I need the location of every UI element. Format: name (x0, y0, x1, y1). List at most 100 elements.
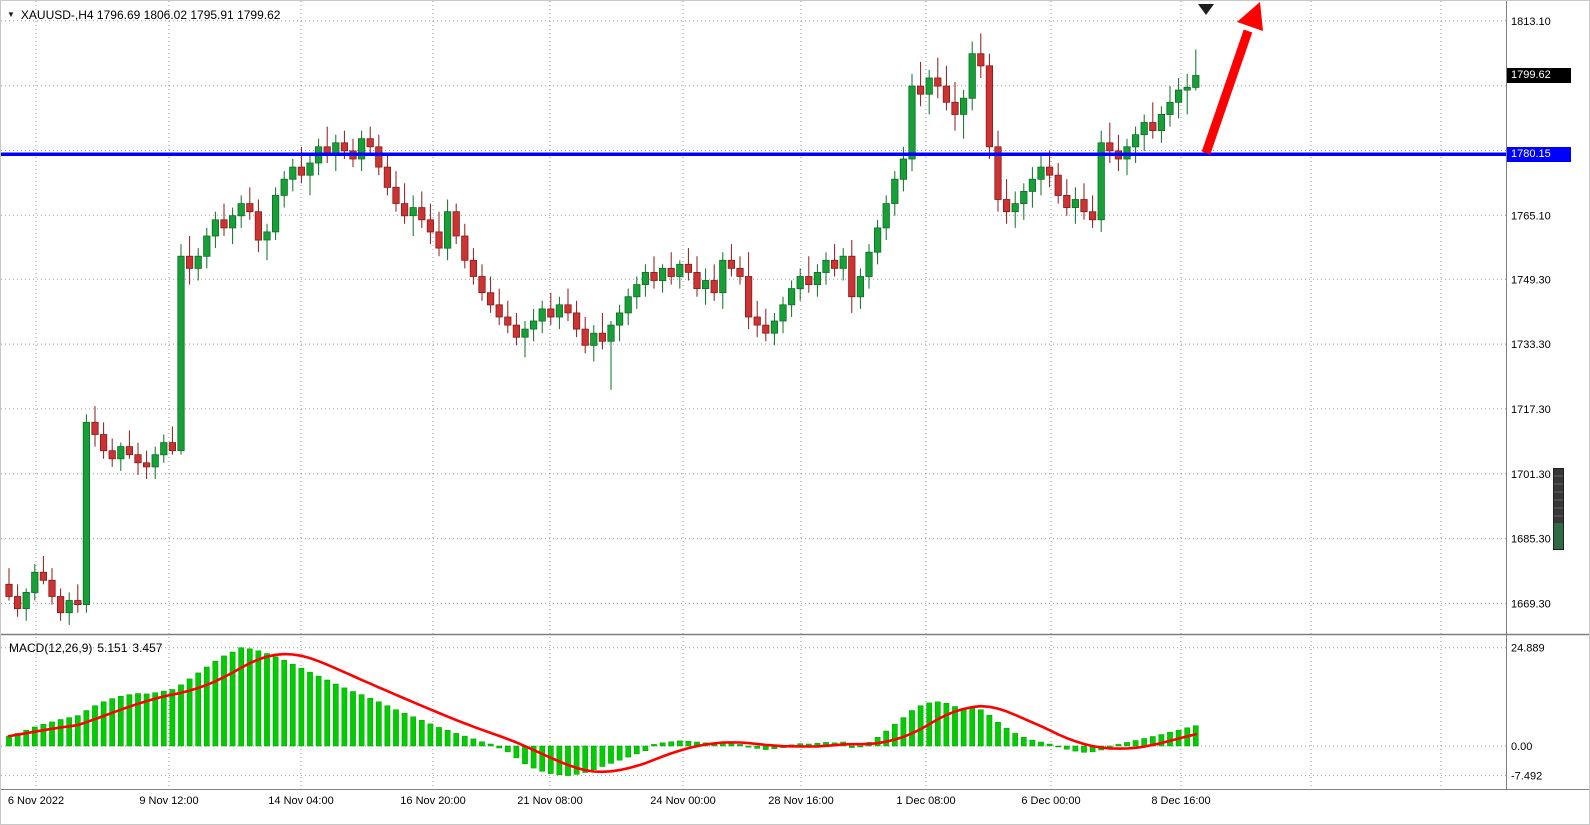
macd-histogram-bar (375, 701, 382, 747)
candle-body (1140, 122, 1148, 136)
macd-histogram-bar (754, 745, 761, 749)
candle-body (667, 267, 675, 277)
candle-body (306, 162, 314, 176)
candle-body (839, 255, 847, 269)
candle-body (108, 450, 116, 460)
candle-body (211, 219, 219, 237)
candle-body (788, 288, 796, 306)
price-axis-label: 1685.30 (1511, 534, 1551, 546)
macd-caption: MACD(12,26,9) 5.151 3.457 (9, 641, 162, 655)
candle-body (581, 328, 589, 346)
candle-body (1089, 211, 1097, 221)
candle-body (934, 77, 942, 87)
macd-histogram-bar (160, 690, 167, 747)
candle-body (1011, 203, 1019, 213)
candle-body (1071, 199, 1079, 209)
macd-histogram-bar (513, 745, 520, 759)
macd-histogram-bar (212, 660, 219, 747)
candle-body (512, 324, 521, 338)
right-scrollbar-thumb[interactable] (1553, 468, 1564, 550)
candle-body (908, 85, 916, 160)
candle-body (357, 138, 366, 160)
macd-histogram-bar (616, 745, 623, 761)
macd-histogram-bar (1038, 741, 1044, 747)
macd-histogram-bar (917, 705, 924, 747)
macd-histogram-bar (1055, 745, 1062, 748)
macd-histogram-bar (436, 727, 442, 747)
candle-body (271, 194, 280, 233)
candle-body (831, 259, 839, 269)
macd-histogram-bar (23, 729, 30, 747)
trend-arrow-head[interactable] (1237, 2, 1263, 31)
candle-body (530, 320, 538, 330)
macd-histogram-bar (324, 679, 331, 747)
candle-body (1157, 114, 1165, 132)
macd-histogram-bar (1012, 733, 1019, 747)
candle-body (185, 255, 194, 269)
one-click-trading-dropdown-icon[interactable]: ▼ (7, 10, 15, 19)
candle-body (194, 255, 202, 269)
macd-histogram-bar (1141, 738, 1148, 747)
candle-body (486, 292, 495, 306)
macd-histogram-bar (969, 707, 976, 747)
macd-histogram-bar (186, 678, 193, 747)
candle-body (478, 276, 486, 294)
time-axis-label: 1 Dec 08:00 (896, 795, 955, 807)
trend-arrow-shaft[interactable] (1201, 29, 1253, 155)
macd-histogram-bar (977, 709, 984, 747)
time-axis-label: 21 Nov 08:00 (517, 795, 582, 807)
candle-body (22, 592, 30, 610)
candle-body (882, 203, 890, 229)
candle-body (598, 332, 607, 342)
candle-body (142, 462, 151, 468)
price-axis-label: 1701.30 (1511, 469, 1551, 481)
candle-body (547, 308, 555, 318)
candle-body (848, 255, 856, 298)
candle-body (504, 316, 512, 326)
candle-body (1166, 101, 1174, 115)
candle-body (822, 259, 830, 273)
candle-body (727, 259, 736, 269)
candle-body (538, 308, 546, 322)
macd-histogram-bar (737, 744, 743, 747)
candle-body (31, 571, 39, 593)
macd-histogram-bar (57, 719, 64, 747)
indicator-axis-label: 0.00 (1511, 741, 1532, 753)
macd-histogram-bar (135, 693, 141, 747)
macd-histogram-bar (625, 745, 632, 758)
price-axis-label: 1733.30 (1511, 339, 1551, 351)
time-axis-label: 28 Nov 16:00 (768, 795, 833, 807)
macd-histogram-bar (31, 726, 38, 747)
macd-signal-value: 3.457 (132, 641, 163, 655)
candle-body (650, 271, 658, 281)
macd-histogram-bar (573, 745, 580, 775)
candle-body (899, 158, 908, 180)
macd-histogram-bar (891, 724, 898, 747)
indicator-axis-label: -7.492 (1511, 771, 1542, 783)
macd-histogram-bar (1003, 727, 1010, 747)
macd-histogram-bar (393, 709, 399, 747)
candle-body (1132, 134, 1140, 148)
macd-histogram-bar (66, 717, 73, 747)
candle-body (521, 328, 529, 338)
macd-histogram-bar (126, 694, 133, 747)
macd-histogram-bar (418, 720, 425, 747)
macd-histogram-bar (986, 714, 993, 747)
macd-histogram-bar (169, 689, 176, 747)
macd-histogram-bar (530, 745, 537, 769)
macd-histogram-bar (496, 745, 503, 749)
macd-main-value: 5.151 (97, 641, 128, 655)
macd-histogram-bar (117, 695, 124, 747)
time-axis-label: 8 Dec 16:00 (1151, 795, 1210, 807)
candle-body (753, 316, 761, 326)
candle-body (1046, 166, 1054, 176)
macd-histogram-bar (608, 745, 614, 764)
macd-histogram-bar (539, 745, 546, 772)
candle-body (91, 421, 99, 435)
candle-body (168, 442, 176, 452)
macd-histogram-bar (479, 741, 485, 747)
macd-histogram-bar (178, 684, 184, 747)
candle-body (770, 320, 779, 334)
